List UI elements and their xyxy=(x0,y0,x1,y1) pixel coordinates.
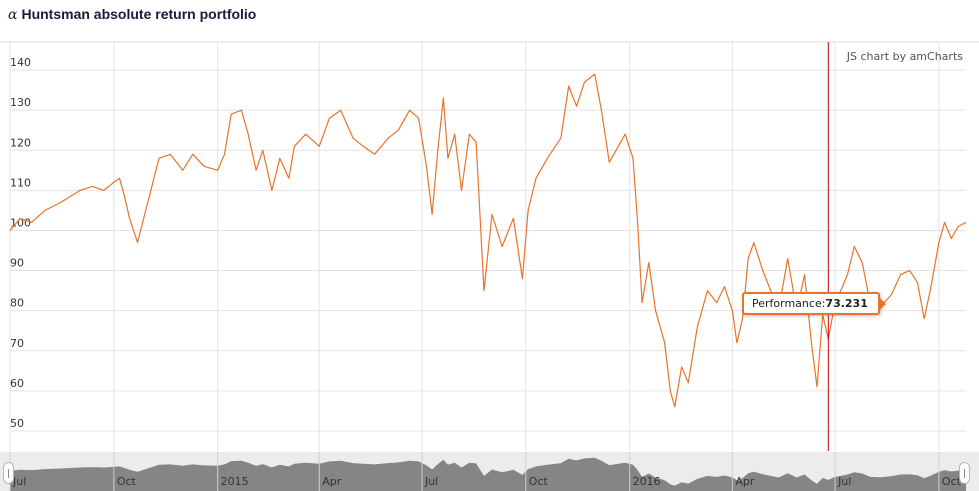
x-tick-label: Apr xyxy=(735,475,755,488)
y-tick-label: 100 xyxy=(10,216,31,229)
y-tick-label: 80 xyxy=(10,297,24,310)
x-tick-label: 2015 xyxy=(221,475,249,488)
x-tick-label: Oct xyxy=(117,475,137,488)
y-tick-label: 60 xyxy=(10,377,24,390)
balloon-tooltip: Performance:73.231 xyxy=(742,292,880,315)
y-tick-label: 110 xyxy=(10,176,31,189)
scrollbar-mini-graph xyxy=(10,457,966,491)
tooltip-value: 73.231 xyxy=(825,297,868,310)
chart-title-text: Huntsman absolute return portfolio xyxy=(21,6,257,22)
y-tick-label: 90 xyxy=(10,257,24,270)
amcharts-credit-link[interactable]: JS chart by amCharts xyxy=(846,50,963,63)
tooltip-label: Performance: xyxy=(752,297,826,310)
x-tick-label: 2016 xyxy=(633,475,661,488)
y-tick-label: 120 xyxy=(10,136,31,149)
x-tick-label: Oct xyxy=(942,475,962,488)
scrollbar-right-handle[interactable] xyxy=(959,462,970,484)
y-tick-label: 140 xyxy=(10,56,31,69)
chart-title: α Huntsman absolute return portfolio xyxy=(8,6,256,23)
y-tick-label: 130 xyxy=(10,96,31,109)
x-tick-label: Jul xyxy=(424,475,438,488)
series-line-performance xyxy=(9,73,967,408)
tooltip-pointer xyxy=(880,298,886,310)
y-tick-label: 70 xyxy=(10,337,24,350)
x-tick-label: Jul xyxy=(837,475,851,488)
alpha-icon: α xyxy=(8,7,18,23)
x-tick-label: Jul xyxy=(12,475,26,488)
x-tick-label: Apr xyxy=(322,475,342,488)
scrollbar-left-handle[interactable] xyxy=(3,462,14,484)
y-tick-label: 50 xyxy=(10,417,24,430)
x-tick-label: Oct xyxy=(529,475,549,488)
